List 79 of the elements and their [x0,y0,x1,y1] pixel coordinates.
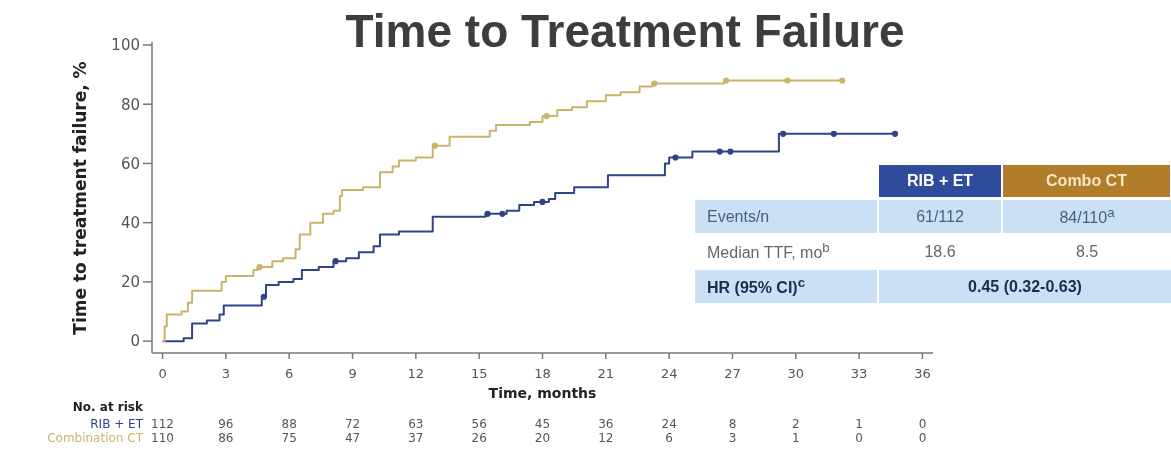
x-tick-label: 18 [534,366,551,382]
annotation: 61/112 [916,207,964,226]
text: 37 [408,431,424,445]
point [332,258,339,265]
point [651,80,658,87]
point [891,130,899,137]
text: 84/110$^{a}$ [1059,205,1115,228]
x-tick-label: 33 [850,366,868,382]
text: 75 [281,431,297,445]
point [716,148,723,155]
x-tick-label: 12 [407,366,425,382]
point [723,77,730,84]
y-tick-label: 20 [120,273,140,292]
text: 1 [791,431,800,445]
text: RIB + ET [90,417,144,431]
text: 2 [791,417,800,431]
point [539,198,546,206]
y-axis-title: Time to treatment failure, % [70,61,90,335]
x-tick-label: 6 [285,366,294,382]
text: 0 [918,417,927,431]
text: 6 [665,431,673,445]
text: 1 [855,417,863,431]
x-tick-label: 21 [597,366,615,382]
text: 20 [534,431,551,445]
x-tick-label: 3 [221,366,231,382]
annotation: Events/n [707,207,770,226]
y-tick-label: 0 [130,332,140,351]
point [543,112,550,120]
text: 110 [151,431,175,445]
x-tick-label: 27 [724,366,741,382]
text: 8.5 [1075,242,1099,261]
text: 86 [218,431,234,445]
point [830,130,837,137]
text: No. at risk [72,400,145,414]
text: 0 [855,431,863,445]
x-tick-label: 15 [470,366,488,382]
x-tick-label: 24 [660,366,678,382]
text: 56 [471,417,487,431]
x-tick-label: 0 [158,366,167,382]
point [256,264,263,271]
text: 88 [281,417,297,431]
text: 63 [408,417,424,431]
x-tick-label: 9 [348,366,357,382]
x-axis-title: Time, months [488,385,597,401]
text: 8 [728,417,737,431]
text: 36 [598,417,614,431]
y-tick-label: 100 [111,36,140,55]
point [839,77,846,84]
y-tick-label: 80 [120,95,140,114]
y-tick-label: 60 [120,154,140,173]
text: 72 [344,417,361,431]
text: 47 [344,431,361,445]
text: 3 [728,431,737,445]
annotation: 18.6 [924,242,956,261]
point [780,130,787,137]
annotation: HR (95% CI)$^{c}$ [707,275,806,298]
y-tick-label: 40 [120,214,140,232]
x-tick-label: 36 [914,366,931,382]
text: 112 [151,417,175,431]
text: 45 [534,417,551,431]
text: 0.45 (0.32-0.63) [968,277,1082,296]
text: 12 [598,431,614,445]
chart-title: Time to Treatment Failure [345,5,905,57]
text: Combination CT [47,431,144,445]
text: Combo CT [1046,172,1127,190]
point [484,210,491,217]
point [499,210,506,217]
text: 96 [218,417,234,431]
text: 26 [471,431,487,445]
point [672,154,679,161]
annotation: Median TTF, mo$^{b}$ [707,240,830,263]
x-tick-label: 30 [787,366,805,382]
text: 24 [661,417,677,431]
point [784,77,791,84]
annotation: RIB + ET [906,172,974,190]
point [260,293,267,300]
point [431,142,438,149]
point [727,148,734,155]
text: 0 [918,431,927,445]
